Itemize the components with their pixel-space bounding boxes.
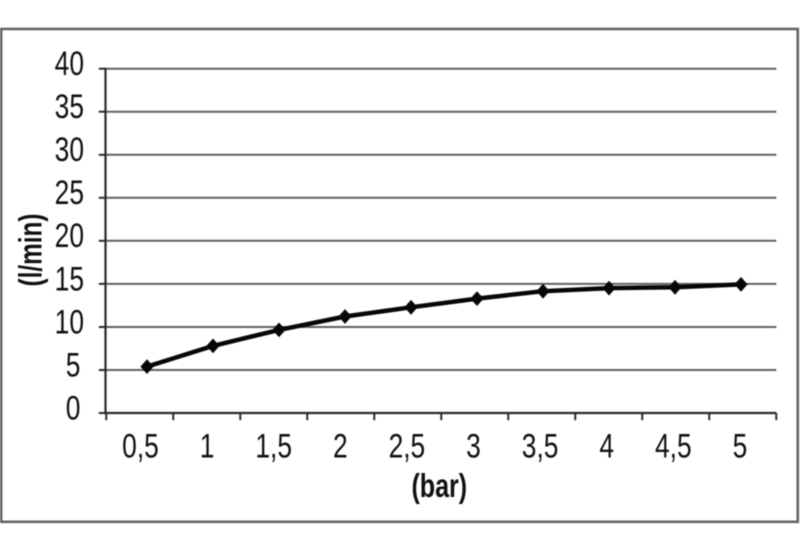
svg-text:0: 0 xyxy=(66,388,81,427)
svg-text:(l/min): (l/min) xyxy=(13,214,49,287)
svg-text:2: 2 xyxy=(333,426,348,465)
svg-text:35: 35 xyxy=(55,87,84,126)
svg-text:10: 10 xyxy=(55,302,84,341)
svg-text:25: 25 xyxy=(55,173,84,212)
svg-text:4,5: 4,5 xyxy=(655,426,692,465)
svg-text:4: 4 xyxy=(599,426,614,465)
svg-text:1,5: 1,5 xyxy=(255,426,292,465)
svg-text:(bar): (bar) xyxy=(411,468,467,505)
svg-text:15: 15 xyxy=(55,259,84,298)
svg-text:40: 40 xyxy=(55,44,84,83)
svg-text:1: 1 xyxy=(200,426,215,465)
svg-text:5: 5 xyxy=(66,345,81,384)
svg-text:20: 20 xyxy=(55,216,84,255)
svg-text:5: 5 xyxy=(733,426,748,465)
svg-text:3: 3 xyxy=(466,426,481,465)
svg-text:2,5: 2,5 xyxy=(389,426,426,465)
svg-text:3,5: 3,5 xyxy=(522,426,559,465)
svg-text:0,5: 0,5 xyxy=(122,426,159,465)
svg-text:30: 30 xyxy=(55,130,84,169)
